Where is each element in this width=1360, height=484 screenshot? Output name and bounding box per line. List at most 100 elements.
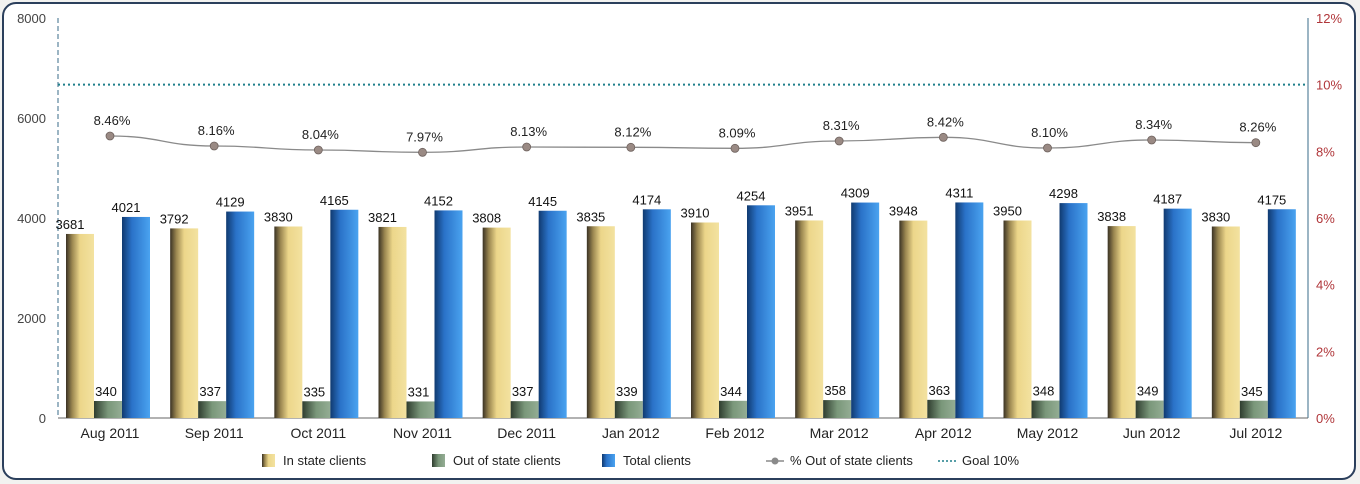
bar-in-state (274, 226, 303, 418)
bar-in-state (482, 227, 511, 418)
data-label: 337 (199, 384, 221, 399)
right-tick-label: 0% (1316, 411, 1335, 426)
category-label: Jan 2012 (602, 425, 660, 441)
right-tick-label: 8% (1316, 144, 1335, 159)
legend-label-total: Total clients (623, 453, 691, 468)
data-label: 4152 (424, 193, 453, 208)
bar-total (226, 211, 255, 418)
percent-label: 8.09% (719, 125, 756, 140)
category-label: Apr 2012 (915, 425, 972, 441)
bar-in-state (1107, 226, 1136, 418)
category-label: Oct 2011 (290, 425, 346, 441)
percent-marker (105, 131, 115, 141)
percent-marker (1147, 135, 1157, 145)
bar-out-state (94, 401, 122, 418)
bar-in-state (1211, 226, 1240, 418)
data-label: 3951 (785, 203, 814, 218)
percent-label: 8.04% (302, 127, 339, 142)
data-label: 344 (720, 384, 742, 399)
percent-label: 8.42% (927, 114, 964, 129)
category-label: Feb 2012 (705, 425, 764, 441)
percent-label: 8.46% (94, 113, 131, 128)
data-label: 3830 (264, 210, 293, 225)
data-label: 348 (1033, 384, 1055, 399)
bar-total (1163, 208, 1192, 418)
bar-out-state (1239, 400, 1268, 418)
bar-total (642, 209, 671, 418)
data-label: 337 (512, 384, 534, 399)
data-label: 4145 (528, 194, 557, 209)
percent-line (109, 135, 1256, 153)
data-label: 3950 (993, 204, 1022, 219)
data-label: 358 (824, 383, 846, 398)
percent-marker (1251, 138, 1261, 148)
left-tick-label: 8000 (17, 11, 46, 26)
legend-label-pct: % Out of state clients (790, 453, 913, 468)
bar-in-state (899, 220, 928, 418)
bar-out-state (927, 399, 956, 418)
data-label: 4175 (1257, 192, 1286, 207)
bar-out-state (614, 401, 643, 418)
percent-marker (834, 136, 844, 146)
data-label: 335 (303, 384, 325, 399)
bar-total (955, 202, 984, 418)
data-label: 3792 (160, 211, 189, 226)
legend-label-goal: Goal 10% (962, 453, 1020, 468)
bar-out-state (719, 400, 747, 418)
percent-marker (626, 142, 636, 152)
data-label: 3838 (1097, 209, 1126, 224)
bar-in-state (691, 222, 719, 418)
legend-swatch-in-state (262, 454, 275, 467)
data-label: 3910 (681, 206, 710, 221)
percent-label: 8.31% (823, 118, 860, 133)
left-tick-label: 6000 (17, 111, 46, 126)
left-tick-label: 4000 (17, 211, 46, 226)
percent-marker (730, 143, 740, 153)
bar-out-state (1135, 400, 1164, 418)
data-label: 4174 (632, 192, 661, 207)
legend: In state clients Out of state clients To… (262, 453, 1020, 468)
percent-label: 8.26% (1239, 120, 1276, 135)
left-tick-label: 0 (39, 411, 46, 426)
percent-label: 8.16% (198, 123, 235, 138)
bar-out-state (1031, 400, 1060, 418)
data-label: 4129 (216, 195, 245, 210)
right-tick-label: 2% (1316, 344, 1335, 359)
legend-swatch-total (602, 454, 615, 467)
bar-in-state (586, 226, 615, 418)
data-label: 3808 (472, 211, 501, 226)
right-tick-label: 4% (1316, 278, 1335, 293)
data-label: 4311 (945, 185, 973, 200)
data-label: 4254 (737, 188, 766, 203)
legend-swatch-out-state (432, 454, 445, 467)
bar-total (1267, 209, 1296, 418)
category-label: Jun 2012 (1123, 425, 1181, 441)
percent-label: 8.13% (510, 124, 547, 139)
category-label: Sep 2011 (185, 425, 244, 441)
bar-out-state (198, 401, 227, 418)
bar-total (434, 210, 463, 418)
percent-marker (1043, 143, 1052, 153)
category-label: Aug 2011 (81, 425, 140, 441)
right-tick-label: 12% (1316, 11, 1342, 26)
legend-label-out-state: Out of state clients (453, 453, 561, 468)
bar-total (1059, 203, 1088, 418)
right-axis-ticks: 0% 2% 4% 6% 8% 10% 12% (1316, 11, 1342, 426)
data-label: 4309 (841, 186, 870, 201)
data-label: 345 (1241, 384, 1263, 399)
percent-line-layer: 8.46% 8.16% 8.04% 7.97% 8.13% 8.12% 8.09% 8.31%… (94, 113, 1277, 157)
data-label: 3830 (1201, 210, 1230, 225)
data-label: 340 (95, 384, 117, 399)
bar-out-state (406, 401, 435, 418)
bar-in-state (378, 226, 407, 418)
bar-out-state (302, 401, 331, 418)
category-label: Nov 2011 (393, 425, 452, 441)
data-label: 4165 (320, 193, 349, 208)
bar-total (851, 202, 880, 418)
bar-in-state (66, 233, 94, 418)
data-label: 4187 (1153, 192, 1182, 207)
bar-in-state (1003, 220, 1032, 418)
legend-label-in-state: In state clients (283, 453, 367, 468)
right-tick-label: 10% (1316, 78, 1342, 93)
